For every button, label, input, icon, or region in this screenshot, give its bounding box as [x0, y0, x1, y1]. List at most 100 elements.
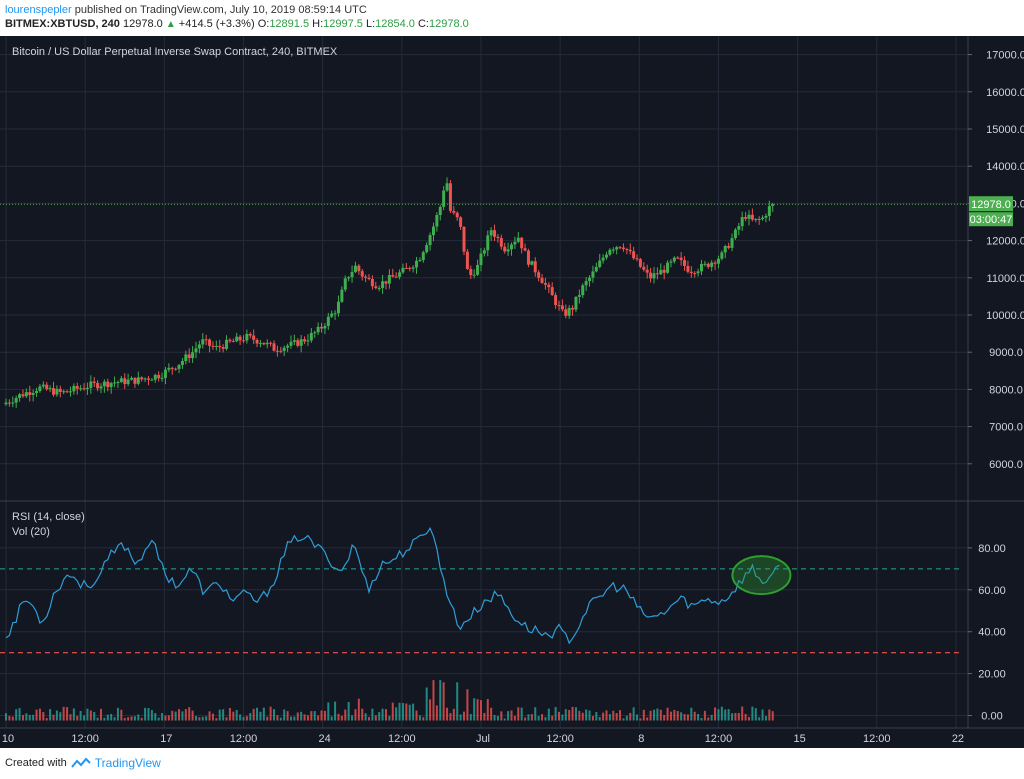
candle-body	[269, 342, 273, 344]
candle-body	[418, 260, 422, 262]
candle-body	[116, 382, 120, 384]
candle-body	[611, 249, 615, 251]
volume-bar	[116, 707, 119, 721]
volume-bar	[147, 708, 150, 721]
candle-body	[235, 336, 239, 342]
volume-bar	[283, 709, 286, 721]
candle-body	[469, 268, 473, 276]
chart-canvas[interactable]: 6000.0 7000.0 8000.0 9000.0 10000.0 11000.0 12…	[0, 36, 1024, 748]
volume-bar	[174, 711, 177, 721]
publish-info: lourenspepler published on TradingView.c…	[5, 4, 367, 16]
candle-body	[180, 361, 184, 365]
candle-body	[143, 378, 147, 380]
volume-bar	[666, 707, 669, 721]
candle-body	[377, 287, 381, 289]
candle-body	[530, 261, 534, 265]
countdown-label-bg	[969, 212, 1013, 227]
candle-body	[438, 206, 442, 216]
price-tick-label: 14000.0	[986, 161, 1024, 173]
candle-body	[79, 388, 83, 390]
volume-bar	[303, 714, 306, 721]
candle-body	[744, 217, 748, 219]
candle-body	[428, 235, 432, 246]
volume-bar	[646, 717, 649, 721]
volume-bar	[8, 716, 11, 721]
volume-bar	[69, 714, 72, 721]
volume-bar	[690, 707, 693, 721]
volume-bar	[330, 716, 333, 721]
rsi-tick-label: 80.00	[978, 543, 1006, 555]
volume-bar	[693, 711, 696, 721]
candle-body	[174, 368, 178, 370]
candle-body	[526, 250, 530, 265]
candle-body	[282, 347, 286, 351]
volume-bar	[652, 709, 655, 721]
volume-bar	[534, 707, 537, 721]
rsi-axis: 0.00 20.00 40.00 60.00 80.00	[0, 543, 1006, 723]
candle-body	[303, 339, 307, 342]
volume-bar	[429, 699, 432, 721]
candle-body	[642, 266, 646, 270]
volume-bar	[259, 711, 262, 721]
volume-bar	[615, 713, 618, 721]
volume-bar	[405, 703, 408, 721]
volume-bar	[473, 698, 476, 721]
candle-body	[211, 345, 215, 347]
candle-body	[537, 272, 541, 278]
candle-body	[754, 218, 758, 220]
candle-body	[747, 214, 751, 219]
tradingview-brand[interactable]: TradingView	[94, 756, 161, 770]
volume-bar	[629, 712, 632, 721]
last-price: 12978.0	[122, 18, 163, 30]
candle-body	[306, 340, 310, 342]
price-tick-label: 12000.0	[986, 236, 1024, 248]
candle-body	[225, 339, 229, 349]
candle-body	[594, 266, 598, 272]
time-tick-label: 10	[2, 733, 14, 745]
volume-bar	[659, 709, 662, 721]
candle-body	[35, 391, 39, 393]
candle-body	[191, 352, 195, 359]
candle-body	[65, 391, 69, 393]
volume-bar	[686, 714, 689, 721]
author-link[interactable]: lourenspepler	[5, 4, 72, 16]
volume-bar	[171, 710, 174, 721]
candle-body	[404, 267, 408, 269]
volume-bar	[378, 712, 381, 721]
volume-bar	[276, 715, 279, 721]
volume-bar	[595, 711, 598, 721]
candle-body	[231, 341, 235, 343]
candle-body	[238, 336, 242, 341]
candle-body	[24, 392, 28, 397]
volume-bar	[99, 708, 102, 721]
volume-bar	[741, 706, 744, 721]
volume-bar	[541, 714, 544, 721]
candle-body	[136, 377, 140, 384]
volume-bar	[133, 716, 136, 721]
candle-body	[343, 278, 347, 290]
volume-bar	[544, 717, 547, 721]
volume-bar	[140, 717, 143, 721]
volume-bar	[45, 718, 48, 721]
candle-body	[31, 392, 35, 395]
price-tick-label: 10000.0	[986, 310, 1024, 322]
volume-bar	[371, 708, 374, 721]
candle-body	[662, 269, 666, 273]
candle-body	[571, 307, 575, 310]
volume-bar	[463, 711, 466, 721]
time-tick-label: 17	[160, 733, 172, 745]
volume-bar	[676, 711, 679, 721]
volume-bar	[479, 700, 482, 721]
candle-body	[72, 385, 76, 392]
price-tick-label: 7000.0	[989, 422, 1023, 434]
candle-body	[21, 394, 25, 397]
volume-bar	[239, 714, 242, 721]
candle-body	[550, 287, 554, 296]
candle-body	[309, 332, 313, 341]
volume-bar	[52, 714, 55, 721]
volume-bar	[669, 711, 672, 721]
candle-body	[286, 345, 290, 348]
volume-bar	[150, 710, 153, 721]
volume-bar	[720, 706, 723, 721]
volume-bar	[384, 709, 387, 721]
